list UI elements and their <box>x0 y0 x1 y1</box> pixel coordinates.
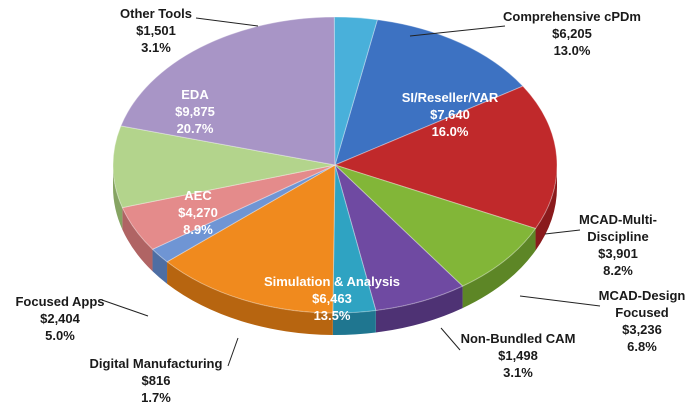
leader-line-digital-manufacturing <box>227 337 239 367</box>
slice-non-bundled-cam <box>332 164 377 314</box>
slice-eda <box>120 16 336 166</box>
slice-side-mcad-design-focused <box>375 286 463 333</box>
slice-side-non-bundled-cam <box>332 310 376 335</box>
slice-aec <box>112 125 336 209</box>
label-mcad-multi-discipline: MCAD-Multi-Discipline $3,901 8.2% <box>579 212 657 278</box>
slice-side-si-reseller-var <box>535 165 557 251</box>
slice-side-aec <box>113 165 123 230</box>
slice-digital-manufacturing <box>151 164 336 263</box>
leader-lines-layer <box>101 17 601 367</box>
label-focused-apps: Focused Apps $2,404 5.0% <box>15 294 104 343</box>
label-non-bundled-cam: Non-Bundled CAM $1,498 3.1% <box>461 331 576 380</box>
label-aec: AEC $4,270 8.9% <box>178 188 218 237</box>
leader-line-non-bundled-cam <box>440 327 461 351</box>
slice-simulation-analysis <box>166 164 336 314</box>
label-mcad-design-focused: MCAD-Design Focused $3,236 6.8% <box>599 288 686 354</box>
slice-side-focused-apps <box>122 207 153 272</box>
slice-side-mcad-multi-discipline <box>462 228 536 309</box>
leader-line-mcad-design-focused <box>519 295 601 307</box>
label-digital-manufacturing: Digital Manufacturing $816 1.7% <box>90 356 223 405</box>
slice-comprehensive-cpdm <box>334 19 524 166</box>
slice-other-tools <box>333 16 379 166</box>
slice-mcad-multi-discipline <box>334 164 537 287</box>
pie-slices-layer <box>112 16 558 314</box>
slice-labels-layer: Comprehensive cPDm $6,205 13.0%SI/Reseller… <box>15 6 685 405</box>
label-si-reseller-var: SI/Reseller/VAR $7,640 16.0% <box>402 90 499 139</box>
label-comprehensive-cpdm: Comprehensive cPDm $6,205 13.0% <box>503 9 641 58</box>
slice-focused-apps <box>121 164 336 250</box>
leader-line-mcad-multi-discipline <box>544 229 581 235</box>
label-eda: EDA $9,875 20.7% <box>175 87 215 136</box>
label-simulation-analysis: Simulation & Analysis $6,463 13.5% <box>264 274 400 323</box>
slice-mcad-design-focused <box>334 163 464 312</box>
slice-side-simulation-analysis <box>167 261 333 335</box>
pie-depth-layer <box>113 165 557 335</box>
leader-line-focused-apps <box>101 299 149 317</box>
leader-line-other-tools <box>195 17 259 27</box>
label-other-tools: Other Tools $1,501 3.1% <box>120 6 192 55</box>
leader-line-comprehensive-cpdm <box>409 25 506 37</box>
slice-side-digital-manufacturing <box>152 249 168 284</box>
slice-si-reseller-var <box>333 85 558 230</box>
